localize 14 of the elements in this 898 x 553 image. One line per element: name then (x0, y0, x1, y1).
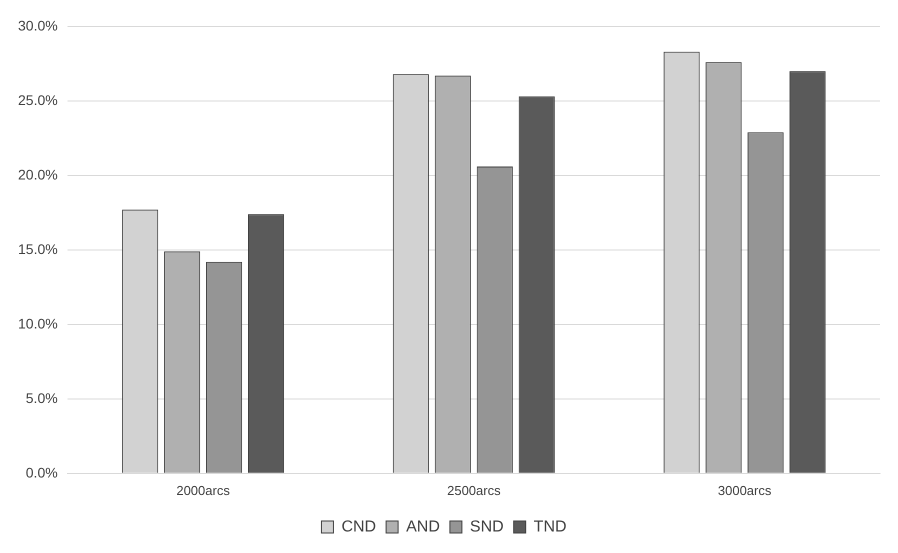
legend-label: TND (534, 518, 567, 536)
y-tick-label: 20.0% (18, 166, 58, 182)
y-tick-label: 0.0% (26, 464, 58, 480)
y-tick-label: 5.0% (26, 390, 58, 406)
legend-label: SND (470, 518, 504, 536)
legend-label: CND (341, 518, 376, 536)
y-tick-label: 10.0% (18, 315, 58, 332)
legend-label: AND (406, 518, 440, 536)
y-tick-label: 25.0% (18, 92, 58, 108)
x-tick-label: 2500arcs (447, 482, 502, 498)
y-tick-label: 15.0% (18, 240, 58, 257)
x-tick-label: 2000arcs (176, 482, 230, 498)
x-tick-label: 3000arcs (718, 482, 772, 498)
y-tick-label: 30.0% (18, 17, 58, 34)
